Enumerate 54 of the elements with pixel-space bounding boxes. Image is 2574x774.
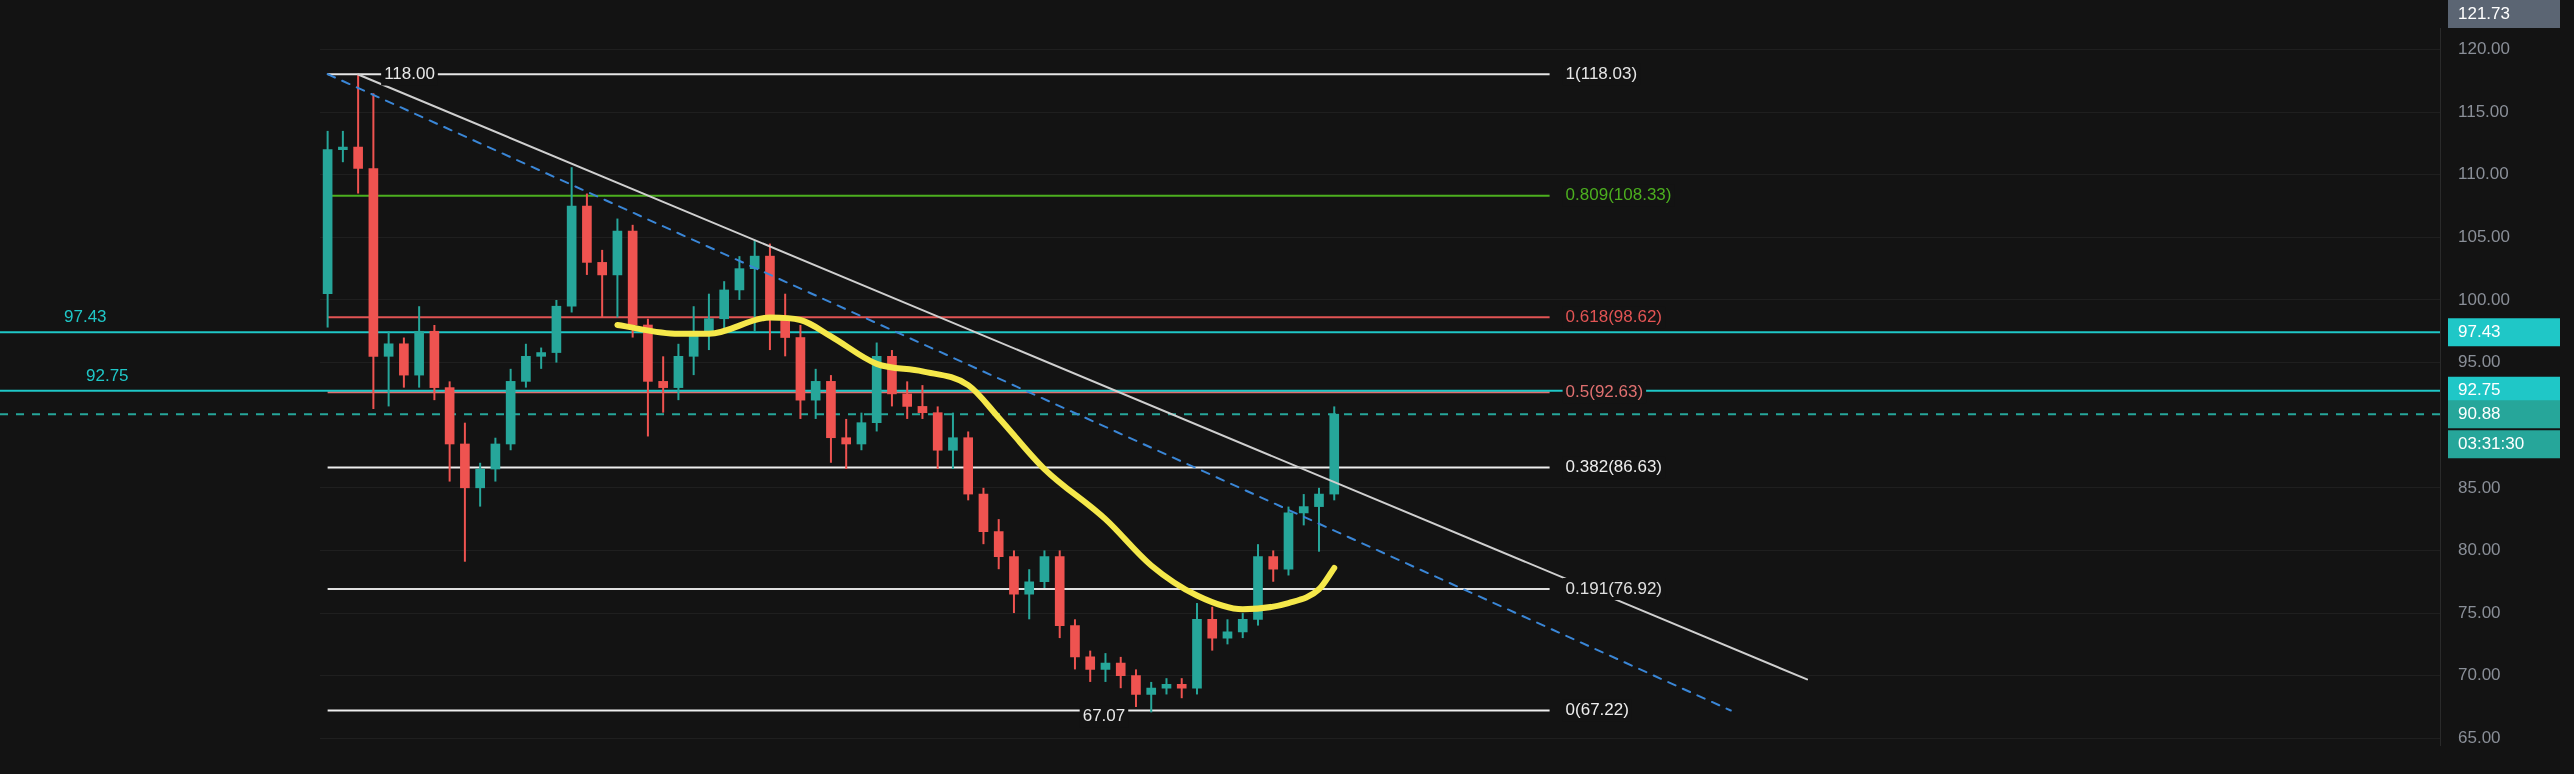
text: 92.75 [2458, 380, 2501, 400]
y-tick-label: 75.00 [2458, 602, 2501, 622]
ref-line-label: 0.618(98.62) [1565, 306, 1663, 326]
annotation: 67.07 [1082, 706, 1126, 726]
candlestick [1115, 655, 1126, 690]
candlestick [841, 417, 852, 471]
y-tick-label: 85.00 [2458, 477, 2501, 497]
text: 97.43 [2458, 321, 2501, 341]
candlestick [475, 461, 485, 508]
candlestick [1131, 668, 1141, 708]
y-tick-label: 70.00 [2458, 665, 2501, 685]
candlestick [1085, 649, 1096, 683]
candlestick [1298, 493, 1309, 527]
candlestick [1024, 568, 1035, 621]
candlestick [780, 292, 791, 358]
candlestick [536, 346, 546, 370]
candlestick [597, 248, 607, 319]
text: 90.88 [2458, 403, 2501, 423]
candlestick [902, 380, 913, 420]
candlestick [734, 255, 745, 301]
candlestick [353, 73, 363, 195]
candlestick [1146, 680, 1157, 714]
y-tick-label: 100.00 [2458, 289, 2510, 309]
candlestick [917, 384, 928, 420]
ref-line-label: 0.382(86.63) [1565, 457, 1663, 477]
candlestick [1207, 605, 1218, 652]
y-tick-label: 105.00 [2458, 227, 2510, 247]
ref-line-label: 1(118.03) [1565, 63, 1638, 83]
candlestick [658, 355, 668, 414]
ref-line-label: 0.5(92.63) [1565, 381, 1644, 401]
candlestick [1100, 652, 1111, 683]
y-tick-label: 65.00 [2458, 727, 2501, 747]
y-tick-label: 95.00 [2458, 352, 2501, 372]
y-tick-label: 110.00 [2458, 164, 2509, 184]
text: 92.75 [86, 365, 129, 385]
ref-line-label: 0.809(108.33) [1565, 185, 1672, 205]
candlestick [1314, 486, 1324, 553]
candlestick [704, 292, 714, 352]
ref-line-label: 0.191(76.92) [1565, 578, 1663, 598]
text: 03:31:30 [2458, 433, 2525, 453]
candlestick [1176, 677, 1187, 700]
ref-line-label: 0(67.22) [1565, 700, 1629, 720]
annotation: 118.00 [384, 64, 435, 84]
candlestick [1268, 549, 1279, 583]
candlestick [383, 330, 394, 408]
text: 121.73 [2458, 3, 2510, 23]
candlestick [1237, 612, 1248, 640]
y-tick-label: 115.00 [2458, 101, 2509, 121]
text: 97.43 [64, 307, 107, 327]
candlestick [749, 238, 760, 333]
y-tick-label: 120.00 [2458, 39, 2510, 59]
candlestick [338, 129, 348, 164]
candlestick [856, 411, 867, 452]
y-tick-label: 80.00 [2458, 540, 2501, 560]
